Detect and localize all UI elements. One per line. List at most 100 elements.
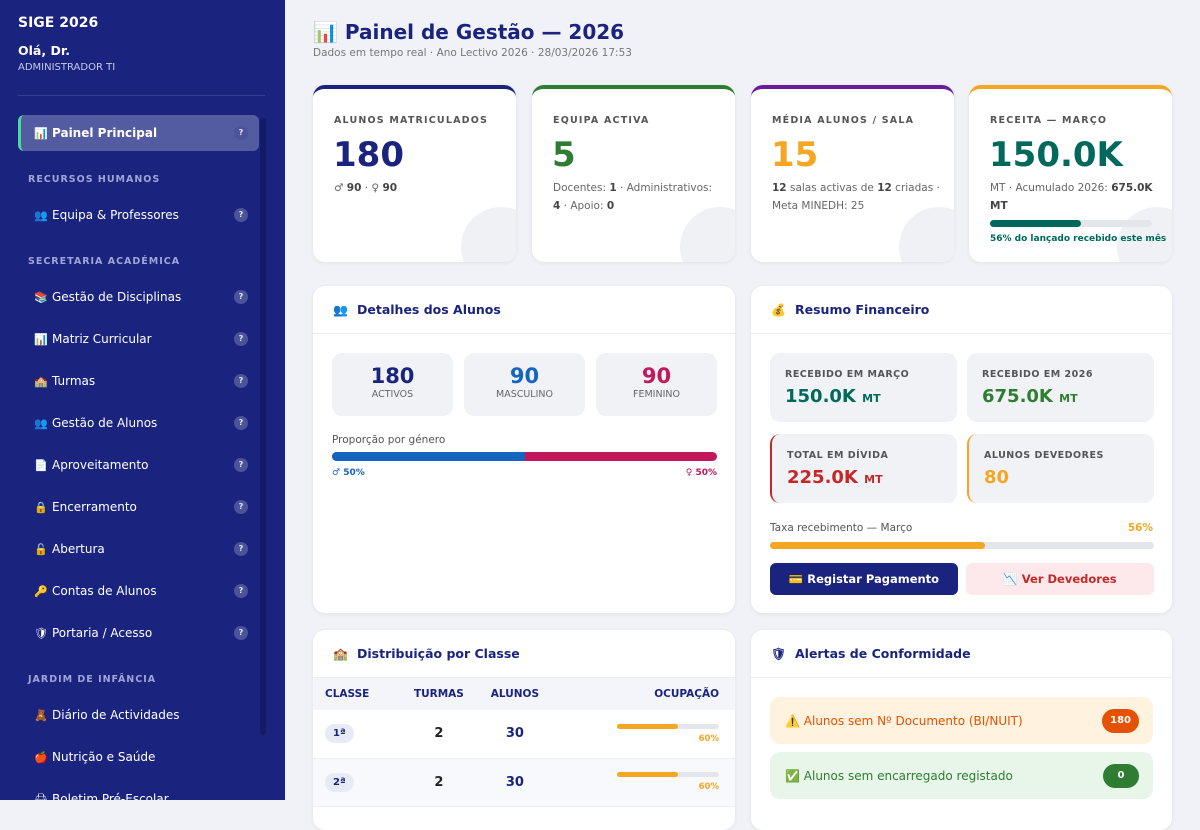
sidebar-item[interactable]: 👥 Equipa & Professores? — [18, 197, 259, 233]
help-icon[interactable]: ? — [234, 584, 248, 598]
panel-header: 👥 Detalhes dos Alunos — [313, 286, 735, 334]
sidebar: SIGE 2026 Olá, Dr. ADMINISTRADOR TI 📊 Pa… — [0, 0, 285, 800]
menu-icon: 🖨 — [34, 792, 48, 801]
help-icon[interactable]: ? — [234, 290, 248, 304]
view-debtors-button[interactable]: 📉 Ver Devedores — [966, 563, 1154, 595]
female-icon: ♀ — [371, 182, 380, 194]
sidebar-item-label: Turmas — [52, 374, 96, 388]
shield-icon: 🛡 — [771, 646, 787, 661]
panel-financeiro: 💰 Resumo Financeiro RECEBIDO EM MARÇO 150.… — [751, 286, 1172, 613]
page-title-text: Painel de Gestão — 2026 — [344, 20, 625, 44]
mini-masculino: 90 MASCULINO — [464, 353, 585, 416]
stat-sub: MT · Acumulado 2026: 675.0K MT — [990, 182, 1153, 212]
class-pill: 2ª — [325, 772, 354, 792]
female-pct: ♀ 50% — [686, 468, 717, 478]
v: 675.0K — [982, 386, 1053, 407]
sidebar-item[interactable]: 🖨 Boletim Pré-Escolar — [18, 781, 259, 800]
register-payment-button[interactable]: 💳 Registar Pagamento — [770, 563, 958, 595]
stat-label: MÉDIA ALUNOS / SALA — [772, 115, 915, 126]
help-icon[interactable]: ? — [234, 626, 248, 640]
sidebar-item-label: Aproveitamento — [52, 458, 149, 472]
panel-title: Detalhes dos Alunos — [357, 302, 501, 317]
help-icon[interactable]: ? — [234, 458, 248, 472]
progress-bar — [990, 220, 1152, 227]
alert-sem-encarregado[interactable]: ✅ Alunos sem encarregado registado 0 — [770, 752, 1153, 799]
help-icon[interactable]: ? — [234, 332, 248, 346]
sidebar-item[interactable]: 🏫 Turmas? — [18, 363, 259, 399]
v: 225.0K — [787, 467, 858, 488]
menu-icon: 📄 — [34, 458, 48, 472]
col-header: OCUPAÇÃO — [552, 678, 735, 710]
menu-icon: 👥 — [34, 416, 48, 430]
money-bag-icon: 💰 — [771, 302, 786, 317]
sidebar-item[interactable]: 🍎 Nutrição e Saúde — [18, 739, 259, 775]
credit-card-icon: 💳 — [788, 572, 804, 586]
sidebar-item[interactable]: 📄 Aproveitamento? — [18, 447, 259, 483]
n: 150.0K MT — [785, 386, 881, 407]
sidebar-scrollbar[interactable] — [260, 118, 266, 735]
v: 0 — [606, 200, 615, 212]
panel-title: Alertas de Conformidade — [795, 646, 971, 661]
menu-icon: 🔑 — [34, 584, 48, 598]
panel-header: 💰 Resumo Financeiro — [751, 286, 1172, 334]
sidebar-item[interactable]: 🔓 Abertura? — [18, 531, 259, 567]
progress-fill — [990, 220, 1081, 227]
sidebar-item[interactable]: 🧸 Diário de Actividades — [18, 697, 259, 733]
cell-ocupacao: 60% — [552, 758, 735, 807]
class-table: CLASSE TURMAS ALUNOS OCUPAÇÃO 1ª 2 30 60% 2ª… — [313, 678, 735, 807]
help-icon[interactable]: ? — [234, 208, 248, 222]
sidebar-item[interactable]: 🛡 Portaria / Acesso? — [18, 615, 259, 651]
cell-classe: 2ª — [313, 758, 401, 807]
male-fill — [332, 452, 525, 461]
help-icon[interactable]: ? — [234, 500, 248, 514]
panel-title: Distribuição por Classe — [357, 646, 520, 661]
chart-down-icon: 📉 — [1003, 572, 1018, 586]
help-icon[interactable]: ? — [234, 542, 248, 556]
menu-icon: 👥 — [34, 208, 48, 222]
brand: SIGE 2026 — [18, 15, 99, 31]
alert-label: Alunos sem encarregado registado — [803, 768, 1013, 783]
panel-alunos: 👥 Detalhes dos Alunos 180 ACTIVOS 90 MASCUL… — [313, 286, 735, 613]
alert-sem-documento[interactable]: ⚠️ Alunos sem Nº Documento (BI/NUIT) 180 — [770, 697, 1153, 744]
sep: · — [364, 182, 369, 194]
l: Acumulado 2026: — [1015, 182, 1108, 194]
sidebar-item-label: Painel Principal — [52, 126, 158, 140]
greeting: Olá, Dr. — [18, 43, 70, 58]
t: TOTAL EM DÍVIDA — [787, 450, 889, 461]
l: salas activas de — [789, 182, 874, 194]
help-icon[interactable]: ? — [234, 416, 248, 430]
sidebar-item[interactable]: 🔒 Encerramento? — [18, 489, 259, 525]
sidebar-item[interactable]: 🔑 Contas de Alunos? — [18, 573, 259, 609]
stat-sub: ♂ 90 · ♀ 90 — [334, 179, 502, 197]
help-icon[interactable]: ? — [234, 374, 248, 388]
l: criadas — [895, 182, 934, 194]
page-subtitle: Dados em tempo real · Ano Lectivo 2026 ·… — [313, 47, 632, 59]
occupancy-fill — [617, 723, 679, 729]
user-role: ADMINISTRADOR TI — [18, 62, 116, 73]
n: 90 — [641, 364, 672, 388]
sidebar-item[interactable]: 👥 Gestão de Alunos? — [18, 405, 259, 441]
stat-sub: Docentes: 1 · Administrativos: 4 · Apoio… — [553, 182, 713, 212]
v: 675.0K MT — [990, 182, 1153, 212]
sidebar-item[interactable]: 📊 Matriz Curricular? — [18, 321, 259, 357]
school-icon: 🏫 — [333, 646, 348, 661]
mini-activos: 180 ACTIVOS — [332, 353, 453, 416]
stat-sub: 12 salas activas de 12 criadas · Meta MIN… — [772, 182, 940, 212]
sidebar-item-painel-principal[interactable]: 📊 Painel Principal ? — [18, 115, 259, 151]
t: RECEBIDO EM MARÇO — [785, 369, 910, 380]
col-header: TURMAS — [400, 678, 478, 710]
stat-card-equipa: EQUIPA ACTIVA 5 Docentes: 1 · Administra… — [532, 85, 735, 262]
sidebar-item-label: Portaria / Acesso — [52, 626, 153, 640]
section-label: JARDIM DE INFÂNCIA — [28, 674, 157, 685]
chart-icon: 📊 — [34, 126, 48, 140]
n: 180 — [370, 364, 415, 388]
sidebar-item-label: Nutrição e Saúde — [52, 750, 156, 764]
sidebar-item[interactable]: 📚 Gestão de Disciplinas? — [18, 279, 259, 315]
t: FEMININO — [633, 389, 680, 400]
stat-value: 180 — [333, 135, 404, 175]
n: 225.0K MT — [787, 467, 883, 488]
class-pill: 1ª — [325, 724, 354, 744]
meta: Meta MINEDH: 25 — [772, 200, 865, 212]
help-icon[interactable]: ? — [234, 126, 248, 140]
t: ALUNOS DEVEDORES — [984, 450, 1104, 461]
